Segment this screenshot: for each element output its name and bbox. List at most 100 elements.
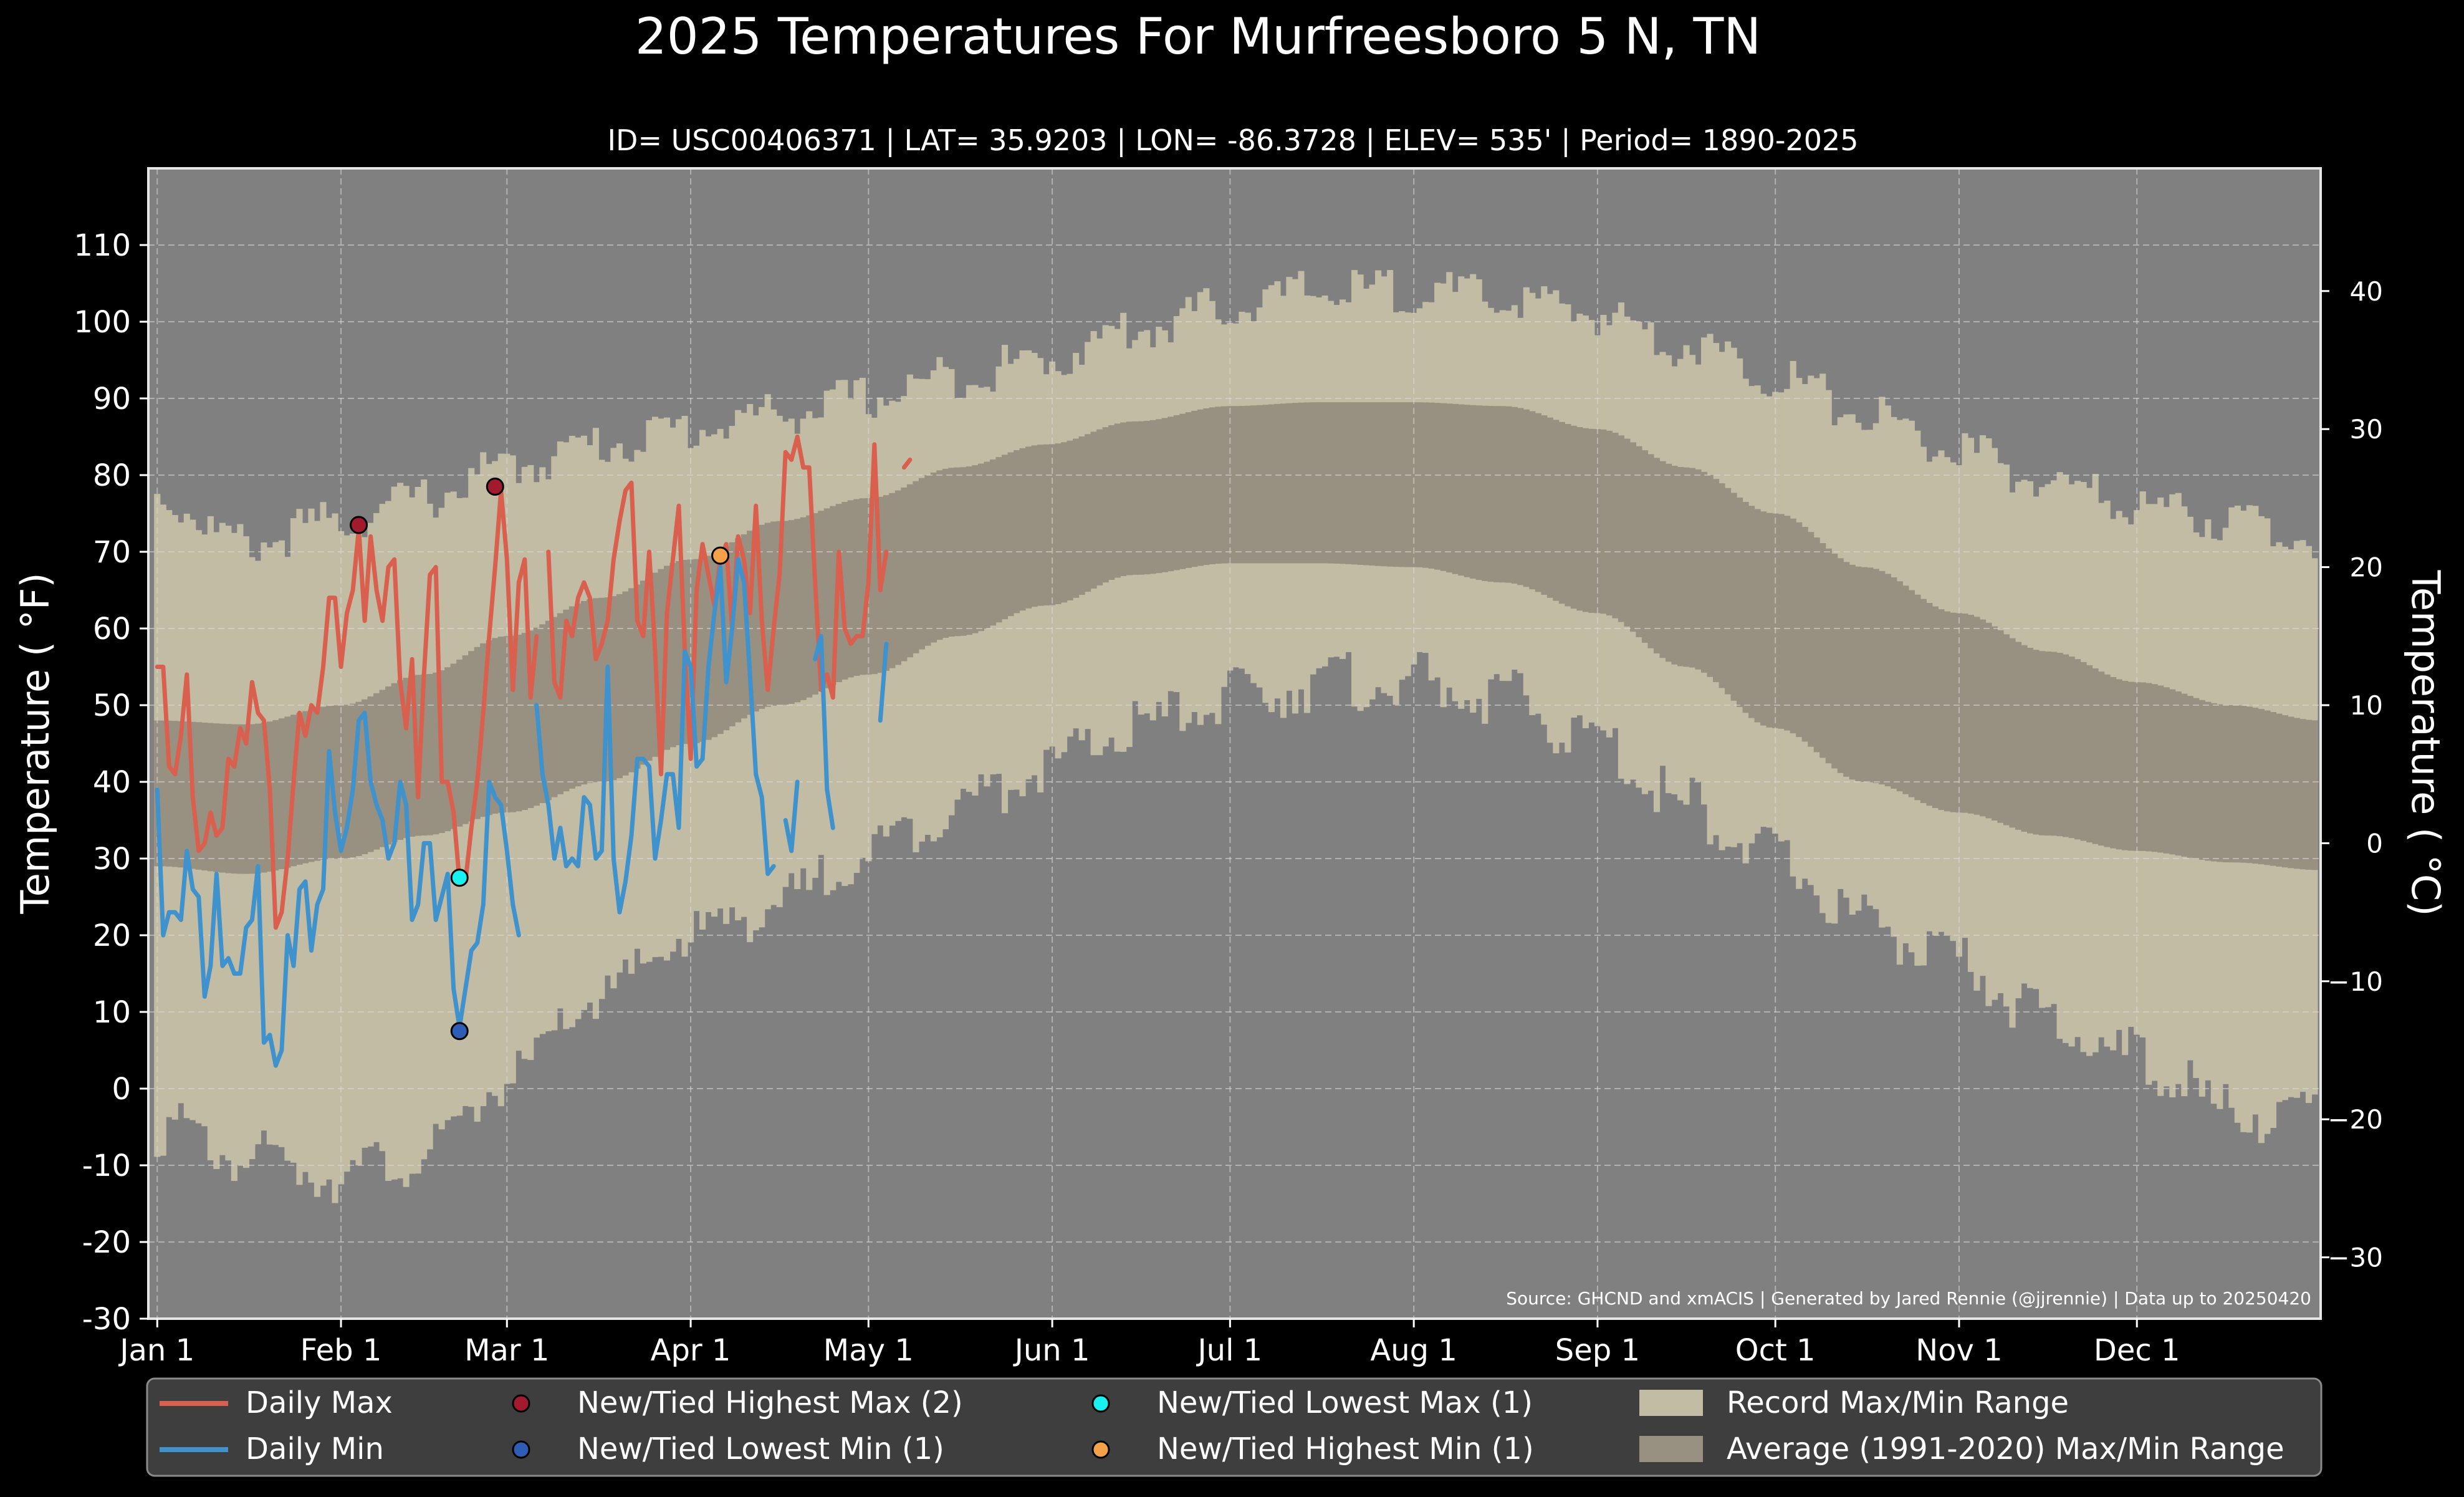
average-range-bar xyxy=(1588,428,1595,613)
average-range-bar xyxy=(628,588,635,773)
average-range-bar xyxy=(2270,712,2276,866)
average-range-bar xyxy=(2258,709,2265,865)
average-range-bar xyxy=(1570,425,1577,609)
average-range-bar xyxy=(1748,506,1755,718)
average-range-bar xyxy=(373,693,380,850)
average-range-bar xyxy=(1636,446,1642,637)
average-range-bars xyxy=(154,402,2318,874)
record-markers xyxy=(350,477,730,1041)
average-range-bar xyxy=(2080,662,2087,841)
average-range-bar xyxy=(450,663,457,829)
y-tick-label: 70 xyxy=(93,535,131,570)
average-range-bar xyxy=(1647,454,1654,648)
average-range-bar xyxy=(901,487,908,662)
average-range-bar xyxy=(622,591,629,776)
average-range-bar xyxy=(859,498,866,675)
average-range-bar xyxy=(1416,402,1423,567)
average-range-bar xyxy=(557,613,563,794)
average-range-bar xyxy=(966,466,973,635)
average-range-bar xyxy=(2222,705,2229,862)
average-range-bar xyxy=(1872,569,1879,783)
y-axis-label-right: Temperature ( °C) xyxy=(2403,570,2448,917)
average-range-bar xyxy=(1719,483,1725,688)
average-range-bar xyxy=(1363,402,1370,566)
average-range-bar xyxy=(527,630,534,808)
y-tick-label: 50 xyxy=(93,688,131,723)
average-range-bar xyxy=(2098,671,2105,846)
average-range-bar xyxy=(379,690,386,847)
average-range-bar xyxy=(752,527,759,712)
average-range-bar xyxy=(343,705,350,859)
average-range-bar xyxy=(2139,682,2146,851)
legend-highest-max-marker xyxy=(512,1394,530,1413)
average-range-bar xyxy=(1505,406,1512,583)
average-range-bar xyxy=(1979,619,1987,817)
average-range-bar xyxy=(1677,467,1684,667)
legend-highest-max-label: New/Tied Highest Max (2) xyxy=(577,1385,963,1420)
legend-average-range-label: Average (1991-2020) Max/Min Range xyxy=(1727,1432,2284,1466)
average-range-bar xyxy=(1114,423,1121,578)
average-range-bar xyxy=(1262,405,1269,564)
average-range-bar xyxy=(1867,567,1874,782)
average-range-bar xyxy=(444,667,451,832)
average-range-bar xyxy=(1440,403,1447,571)
average-range-bar xyxy=(1339,402,1346,564)
average-range-bar xyxy=(1612,433,1619,619)
legend-lowest-max-label: New/Tied Lowest Max (1) xyxy=(1157,1385,1533,1420)
average-range-bar xyxy=(1239,406,1245,564)
average-range-bar xyxy=(421,674,428,836)
average-range-bar xyxy=(1161,418,1168,572)
average-range-bar xyxy=(178,721,185,868)
average-range-bar xyxy=(1641,450,1649,643)
average-range-bar xyxy=(1713,479,1720,683)
average-range-bar xyxy=(1985,622,1992,819)
average-range-bar xyxy=(1393,402,1399,567)
average-range-bar xyxy=(1908,590,1915,797)
average-range-bar xyxy=(320,706,327,860)
average-range-bar xyxy=(723,546,730,731)
average-range-bar xyxy=(776,521,783,705)
average-range-bar xyxy=(2003,634,2010,826)
plot-frame xyxy=(147,167,2322,1320)
average-range-bar xyxy=(1031,445,1038,607)
daily-max-line xyxy=(901,457,913,470)
average-range-bar xyxy=(545,620,552,801)
legend-daily-max-label: Daily Max xyxy=(246,1385,393,1420)
legend-record-range-label: Record Max/Min Range xyxy=(1727,1385,2069,1420)
average-range-bar xyxy=(403,678,410,839)
average-range-bar xyxy=(2127,681,2134,851)
daily-min-line xyxy=(534,557,776,915)
average-range-bar xyxy=(1665,463,1672,662)
average-range-bar xyxy=(1132,421,1139,575)
average-range-bar xyxy=(2074,659,2081,840)
average-range-bar xyxy=(2033,650,2040,835)
average-range-bar xyxy=(2163,687,2170,854)
average-range-bar xyxy=(355,701,362,856)
average-range-bar xyxy=(1428,402,1435,569)
average-range-bar xyxy=(1784,516,1791,731)
average-range-bar xyxy=(1049,444,1056,605)
average-range-bar xyxy=(160,720,166,867)
average-range-bar xyxy=(207,723,214,872)
average-range-bar xyxy=(1523,409,1530,587)
average-range-bar xyxy=(1730,493,1737,701)
average-range-bar xyxy=(1387,402,1394,567)
average-range-bar xyxy=(2134,682,2140,851)
average-range-bar xyxy=(800,517,807,700)
average-range-bar xyxy=(1837,558,1844,773)
average-range-bar xyxy=(717,549,724,734)
average-range-bar xyxy=(397,680,404,840)
average-range-bar xyxy=(1144,420,1151,575)
average-range-bar xyxy=(1801,527,1808,742)
average-range-bar xyxy=(249,724,256,874)
average-range-bar xyxy=(1191,410,1198,567)
average-range-bar xyxy=(568,606,575,789)
average-range-bar xyxy=(1861,567,1867,782)
y-tick-label: 60 xyxy=(93,612,131,647)
average-range-bar xyxy=(2051,652,2058,836)
average-range-bar xyxy=(1470,405,1477,579)
average-range-bar xyxy=(1310,402,1316,564)
average-range-bar xyxy=(2027,648,2034,834)
legend-lowest-min-marker xyxy=(512,1440,530,1459)
average-range-bar xyxy=(284,716,291,868)
